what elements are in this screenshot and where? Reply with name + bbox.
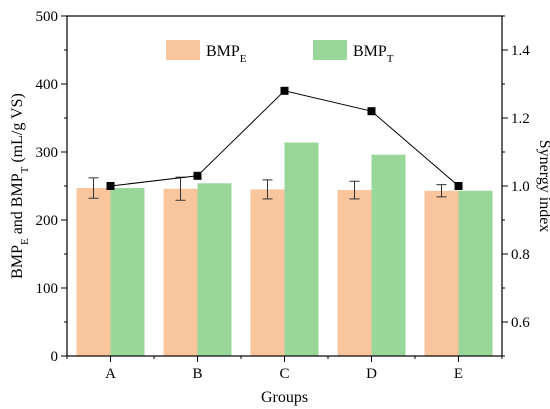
y-axis-title-subscript: E: [19, 238, 31, 245]
legend-swatch-bmp-e: [166, 40, 200, 60]
y-axis-title-part: BMP: [9, 245, 26, 279]
legend-label-subscript: E: [240, 53, 247, 65]
bar-bmp-t-d: [371, 154, 406, 356]
y-tick-label: 100: [36, 281, 59, 297]
y-tick-label: 0: [51, 349, 59, 365]
bar-bmp-t-e: [458, 190, 493, 356]
bar-bmp-t-c: [284, 142, 319, 356]
x-tick-label: D: [366, 366, 377, 382]
y-axis-title-part: and BMP: [9, 173, 26, 238]
legend-label-main: BMP: [353, 43, 387, 60]
y2-tick-label: 1.2: [511, 111, 530, 127]
y2-tick-label: 1.4: [511, 43, 530, 59]
bar-bmp-e-e: [424, 190, 459, 356]
y-axis-title: BMPE and BMPT (mL/g VS): [9, 93, 31, 279]
legend-swatch-bmp-t: [313, 40, 347, 60]
y2-tick-label: 0.8: [511, 247, 530, 263]
y-tick-label: 400: [36, 77, 59, 93]
y-axis-title-subscript: T: [19, 166, 31, 173]
synergy-point-b: [193, 171, 202, 180]
chart-area: 0 100 200 300 400 500 0.6 0.8 1.0 1.2 1.4 A B C D E Grou…: [9, 9, 550, 406]
legend-label-bmp-e: BMPE: [206, 43, 247, 65]
bar-bmp-t-b: [197, 183, 232, 356]
bar-bmp-e-b: [163, 188, 198, 356]
bar-bmp-t-a: [110, 188, 145, 356]
y-axis-title-part: (mL/g VS): [9, 93, 26, 166]
synergy-point-a: [106, 182, 115, 190]
legend-label-bmp-t: BMPT: [353, 43, 394, 65]
legend-label-main: BMP: [206, 43, 240, 60]
synergy-point-c: [280, 86, 289, 95]
bar-bmp-e-c: [250, 189, 285, 356]
x-axis-title: Groups: [261, 389, 308, 406]
legend-label-subscript: T: [387, 53, 394, 65]
y2-tick-label: 0.6: [511, 315, 530, 331]
x-tick-label: C: [279, 366, 289, 382]
x-tick-label: E: [454, 366, 463, 382]
y-tick-label: 500: [36, 9, 59, 25]
synergy-point-e: [454, 182, 463, 190]
synergy-point-d: [367, 107, 376, 116]
x-tick-label: B: [192, 366, 202, 382]
y-tick-label: 300: [36, 145, 59, 161]
y2-tick-label: 1.0: [511, 179, 530, 195]
y2-axis-title: Synergy index: [536, 140, 550, 233]
bar-bmp-e-d: [337, 190, 372, 356]
y-tick-label: 200: [36, 213, 59, 229]
bar-bmp-e-a: [76, 188, 111, 356]
x-tick-label: A: [105, 366, 116, 382]
